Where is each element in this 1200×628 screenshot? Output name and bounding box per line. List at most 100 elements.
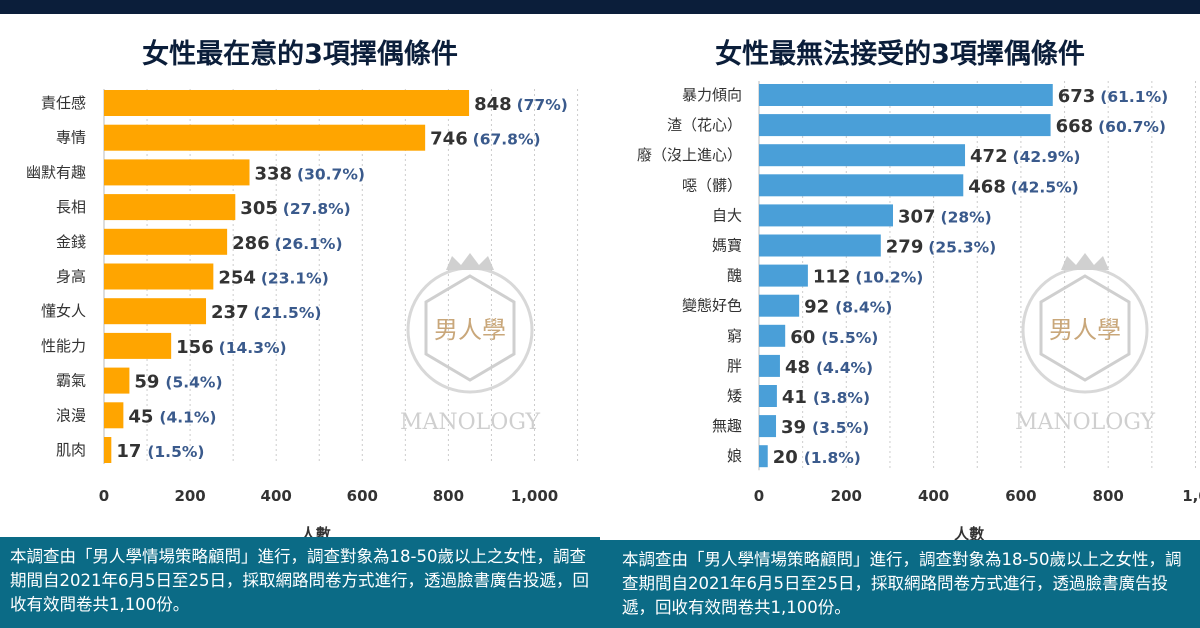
value-label: 60: [790, 327, 815, 348]
value-label: 746: [430, 129, 468, 150]
x-tick-label: 1,000: [511, 487, 558, 505]
category-label: 媽寶: [712, 237, 742, 255]
category-label: 自大: [712, 206, 742, 224]
watermark-shield-icon: [1039, 274, 1131, 382]
value-label: 286: [232, 233, 270, 254]
category-label: 廢（沒上進心）: [637, 146, 742, 164]
bar: [104, 90, 470, 116]
category-label: 無趣: [712, 417, 742, 435]
category-label: 性能力: [41, 337, 86, 355]
right-chart-panel: 女性最無法接受的3項擇偶條件 男人學 MANOLOGY 暴力傾向 673 (61.1%)…: [600, 14, 1200, 628]
x-tick-label: 200: [174, 487, 205, 505]
value-label: 59: [134, 372, 159, 393]
category-label: 醜: [727, 267, 742, 285]
percent-label: (42.5%): [1011, 178, 1079, 196]
bar: [759, 144, 966, 167]
bar: [759, 445, 768, 468]
category-label: 暴力傾向: [682, 86, 742, 104]
value-label: 307: [898, 206, 936, 227]
percent-label: (25.3%): [928, 239, 996, 257]
bar: [104, 332, 172, 359]
x-tick-label: 800: [433, 487, 464, 505]
bar: [759, 354, 780, 377]
value-label: 237: [211, 302, 249, 323]
category-label: 浪漫: [56, 406, 86, 424]
bar: [759, 294, 800, 317]
category-label: 矮: [727, 387, 742, 405]
percent-label: (27.8%): [283, 200, 351, 218]
category-label: 窮: [727, 327, 742, 345]
value-label: 848: [474, 94, 512, 115]
category-label: 懂女人: [41, 302, 86, 320]
left-footer-note: 本調查由「男人學情場策略顧問」進行，調查對象為18-50歲以上之女性，調查期間自…: [0, 537, 600, 628]
bar: [104, 194, 236, 221]
value-label: 39: [781, 417, 806, 438]
value-label: 305: [240, 198, 278, 219]
x-tick-label: 400: [918, 487, 949, 505]
bar: [104, 124, 426, 151]
x-axis-title: 人數: [954, 525, 984, 543]
percent-label: (30.7%): [297, 165, 365, 183]
watermark-crown-icon: [1061, 253, 1109, 270]
percent-label: (21.5%): [254, 304, 322, 322]
percent-label: (8.4%): [835, 299, 892, 317]
top-bar: [0, 0, 1200, 14]
watermark-logo-text: 男人學: [434, 316, 506, 344]
percent-label: (1.8%): [804, 449, 861, 467]
right-chart-title: 女性最無法接受的3項擇偶條件: [715, 39, 1085, 70]
value-label: 668: [1056, 116, 1094, 137]
left-chart-panel: 女性最在意的3項擇偶條件 男人學 MANOLOGY 責任感 848 (77%) 專情 746…: [0, 14, 600, 628]
percent-label: (5.5%): [821, 329, 878, 347]
percent-label: (1.5%): [147, 443, 204, 461]
value-label: 673: [1058, 86, 1096, 107]
bar: [759, 324, 786, 347]
value-label: 112: [813, 267, 851, 288]
category-label: 幽默有趣: [26, 163, 86, 181]
bar: [104, 437, 112, 463]
bar: [104, 263, 214, 290]
category-label: 變態好色: [682, 297, 742, 315]
right-chart: 男人學 MANOLOGY 暴力傾向 673 (61.1%) 渣（花心） 668 (60.7%)…: [637, 81, 1200, 543]
value-label: 279: [886, 237, 924, 258]
bar: [759, 234, 881, 257]
x-tick-label: 0: [754, 487, 764, 505]
value-label: 48: [785, 357, 810, 378]
percent-label: (4.1%): [159, 408, 216, 426]
category-label: 專情: [56, 129, 86, 147]
percent-label: (14.3%): [219, 339, 287, 357]
x-tick-label: 600: [347, 487, 378, 505]
x-tick-label: 400: [261, 487, 292, 505]
bar: [104, 298, 207, 325]
category-label: 身高: [56, 268, 86, 286]
value-label: 45: [128, 406, 153, 427]
percent-label: (61.1%): [1100, 88, 1168, 106]
category-label: 肌肉: [56, 441, 86, 459]
x-tick-label: 800: [1093, 487, 1124, 505]
bar: [104, 402, 124, 429]
category-label: 渣（花心）: [667, 116, 742, 134]
bar: [759, 204, 894, 227]
percent-label: (23.1%): [261, 270, 329, 288]
bar: [104, 367, 130, 394]
bar: [759, 84, 1053, 106]
value-label: 338: [255, 163, 293, 184]
bar: [104, 159, 250, 186]
x-tick-label: 0: [99, 487, 109, 505]
bar: [759, 385, 777, 407]
bar: [759, 264, 808, 287]
category-label: 金錢: [56, 233, 86, 251]
bar: [759, 174, 964, 197]
left-chart: 男人學 MANOLOGY 責任感 848 (77%) 專情 746 (67.8%) 幽默有趣 33…: [26, 89, 579, 543]
percent-label: (28%): [941, 208, 992, 226]
category-label: 噁（髒）: [682, 176, 742, 194]
watermark-brand-text: MANOLOGY: [400, 410, 541, 435]
value-label: 468: [968, 176, 1006, 197]
category-label: 胖: [727, 357, 742, 375]
percent-label: (67.8%): [473, 131, 541, 149]
percent-label: (60.7%): [1098, 118, 1166, 136]
percent-label: (10.2%): [855, 269, 923, 287]
value-label: 472: [970, 146, 1008, 167]
percent-label: (3.5%): [812, 419, 869, 437]
left-chart-title: 女性最在意的3項擇偶條件: [142, 39, 458, 70]
percent-label: (42.9%): [1013, 148, 1081, 166]
